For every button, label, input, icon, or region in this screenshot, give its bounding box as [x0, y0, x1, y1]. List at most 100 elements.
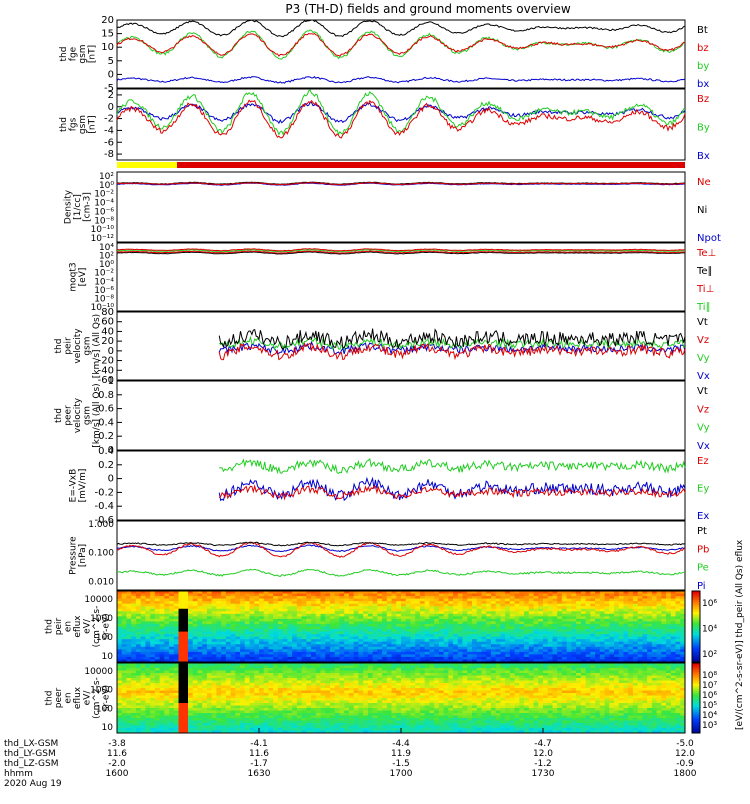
heatmap-cell	[339, 632, 344, 635]
heatmap-cell	[415, 606, 420, 609]
heatmap-cell	[306, 708, 311, 711]
heatmap-cell	[358, 627, 363, 630]
heatmap-cell	[117, 701, 122, 704]
heatmap-cell	[141, 688, 146, 691]
heatmap-cell	[216, 616, 221, 619]
heatmap-cell	[164, 606, 169, 609]
heatmap-cell	[354, 678, 359, 681]
heatmap-cell	[420, 649, 425, 652]
heatmap-cell	[126, 604, 131, 607]
heatmap-cell	[174, 611, 179, 614]
heatmap-cell	[283, 666, 288, 669]
heatmap-cell	[216, 683, 221, 686]
heatmap-cell	[122, 688, 127, 691]
heatmap-cell	[264, 703, 269, 706]
heatmap-cell	[245, 642, 250, 645]
heatmap-cell	[548, 629, 553, 632]
heatmap-cell	[117, 632, 122, 635]
heatmap-cell	[268, 632, 273, 635]
heatmap-cell	[188, 686, 193, 689]
heatmap-cell	[160, 644, 165, 647]
heatmap-cell	[160, 639, 165, 642]
heatmap-cell	[415, 616, 420, 619]
heatmap-cell	[519, 619, 524, 622]
heatmap-cell	[377, 634, 382, 637]
heatmap-cell	[150, 624, 155, 627]
heatmap-cell	[169, 632, 174, 635]
heatmap-cell	[472, 657, 477, 660]
ytick-label: 0	[108, 102, 114, 113]
heatmap-cell	[463, 627, 468, 630]
heatmap-cell	[339, 716, 344, 719]
heatmap-cell	[216, 701, 221, 704]
heatmap-cell	[392, 642, 397, 645]
heatmap-cell	[562, 627, 567, 630]
heatmap-cell	[155, 703, 160, 706]
heatmap-cell	[197, 599, 202, 602]
heatmap-cell	[382, 599, 387, 602]
heatmap-cell	[150, 596, 155, 599]
heatmap-cell	[188, 604, 193, 607]
heatmap-cell	[420, 634, 425, 637]
heatmap-cell	[387, 657, 392, 660]
heatmap-cell	[183, 693, 188, 696]
heatmap-cell	[472, 619, 477, 622]
heatmap-cell	[339, 728, 344, 731]
heatmap-cell	[306, 721, 311, 724]
heatmap-cell	[145, 621, 150, 624]
heatmap-cell	[666, 632, 671, 635]
heatmap-cell	[605, 629, 610, 632]
heatmap-cell	[387, 624, 392, 627]
heatmap-cell	[311, 698, 316, 701]
heatmap-cell	[652, 616, 657, 619]
heatmap-cell	[339, 693, 344, 696]
heatmap-cell	[292, 688, 297, 691]
heatmap-cell	[623, 634, 628, 637]
heatmap-cell	[292, 624, 297, 627]
heatmap-cell	[557, 606, 562, 609]
heatmap-cell	[652, 632, 657, 635]
heatmap-cell	[231, 671, 236, 674]
heatmap-cell	[302, 637, 307, 640]
heatmap-cell	[264, 691, 269, 694]
heatmap-cell	[141, 611, 146, 614]
heatmap-cell	[302, 701, 307, 704]
heatmap-cell	[463, 611, 468, 614]
heatmap-cell	[235, 726, 240, 729]
heatmap-cell	[368, 624, 373, 627]
heatmap-cell	[273, 647, 278, 650]
heatmap-cell	[392, 594, 397, 597]
heatmap-cell	[671, 601, 676, 604]
heatmap-cell	[344, 601, 349, 604]
heatmap-cell	[628, 601, 633, 604]
heatmap-cell	[273, 599, 278, 602]
heatmap-cell	[268, 703, 273, 706]
legend-Ti⊥: Ti⊥	[696, 284, 714, 295]
heatmap-cell	[633, 624, 638, 627]
heatmap-cell	[377, 596, 382, 599]
heatmap-cell	[254, 639, 259, 642]
heatmap-cell	[297, 627, 302, 630]
heatmap-cell	[216, 678, 221, 681]
heatmap-cell	[363, 657, 368, 660]
heatmap-cell	[567, 616, 572, 619]
heatmap-cell	[141, 686, 146, 689]
heatmap-cell	[600, 601, 605, 604]
heatmap-cell	[197, 639, 202, 642]
heatmap-cell	[586, 629, 591, 632]
heatmap-cell	[576, 632, 581, 635]
heatmap-cell	[373, 599, 378, 602]
heatmap-cell	[117, 706, 122, 709]
heatmap-cell	[212, 616, 217, 619]
heatmap-cell	[496, 642, 501, 645]
heatmap-cell	[491, 609, 496, 612]
heatmap-cell	[605, 654, 610, 657]
heatmap-cell	[321, 726, 326, 729]
heatmap-cell	[164, 657, 169, 660]
heatmap-cell	[240, 713, 245, 716]
heatmap-cell	[212, 716, 217, 719]
heatmap-cell	[335, 723, 340, 726]
heatmap-cell	[567, 649, 572, 652]
heatmap-cell	[179, 673, 184, 676]
